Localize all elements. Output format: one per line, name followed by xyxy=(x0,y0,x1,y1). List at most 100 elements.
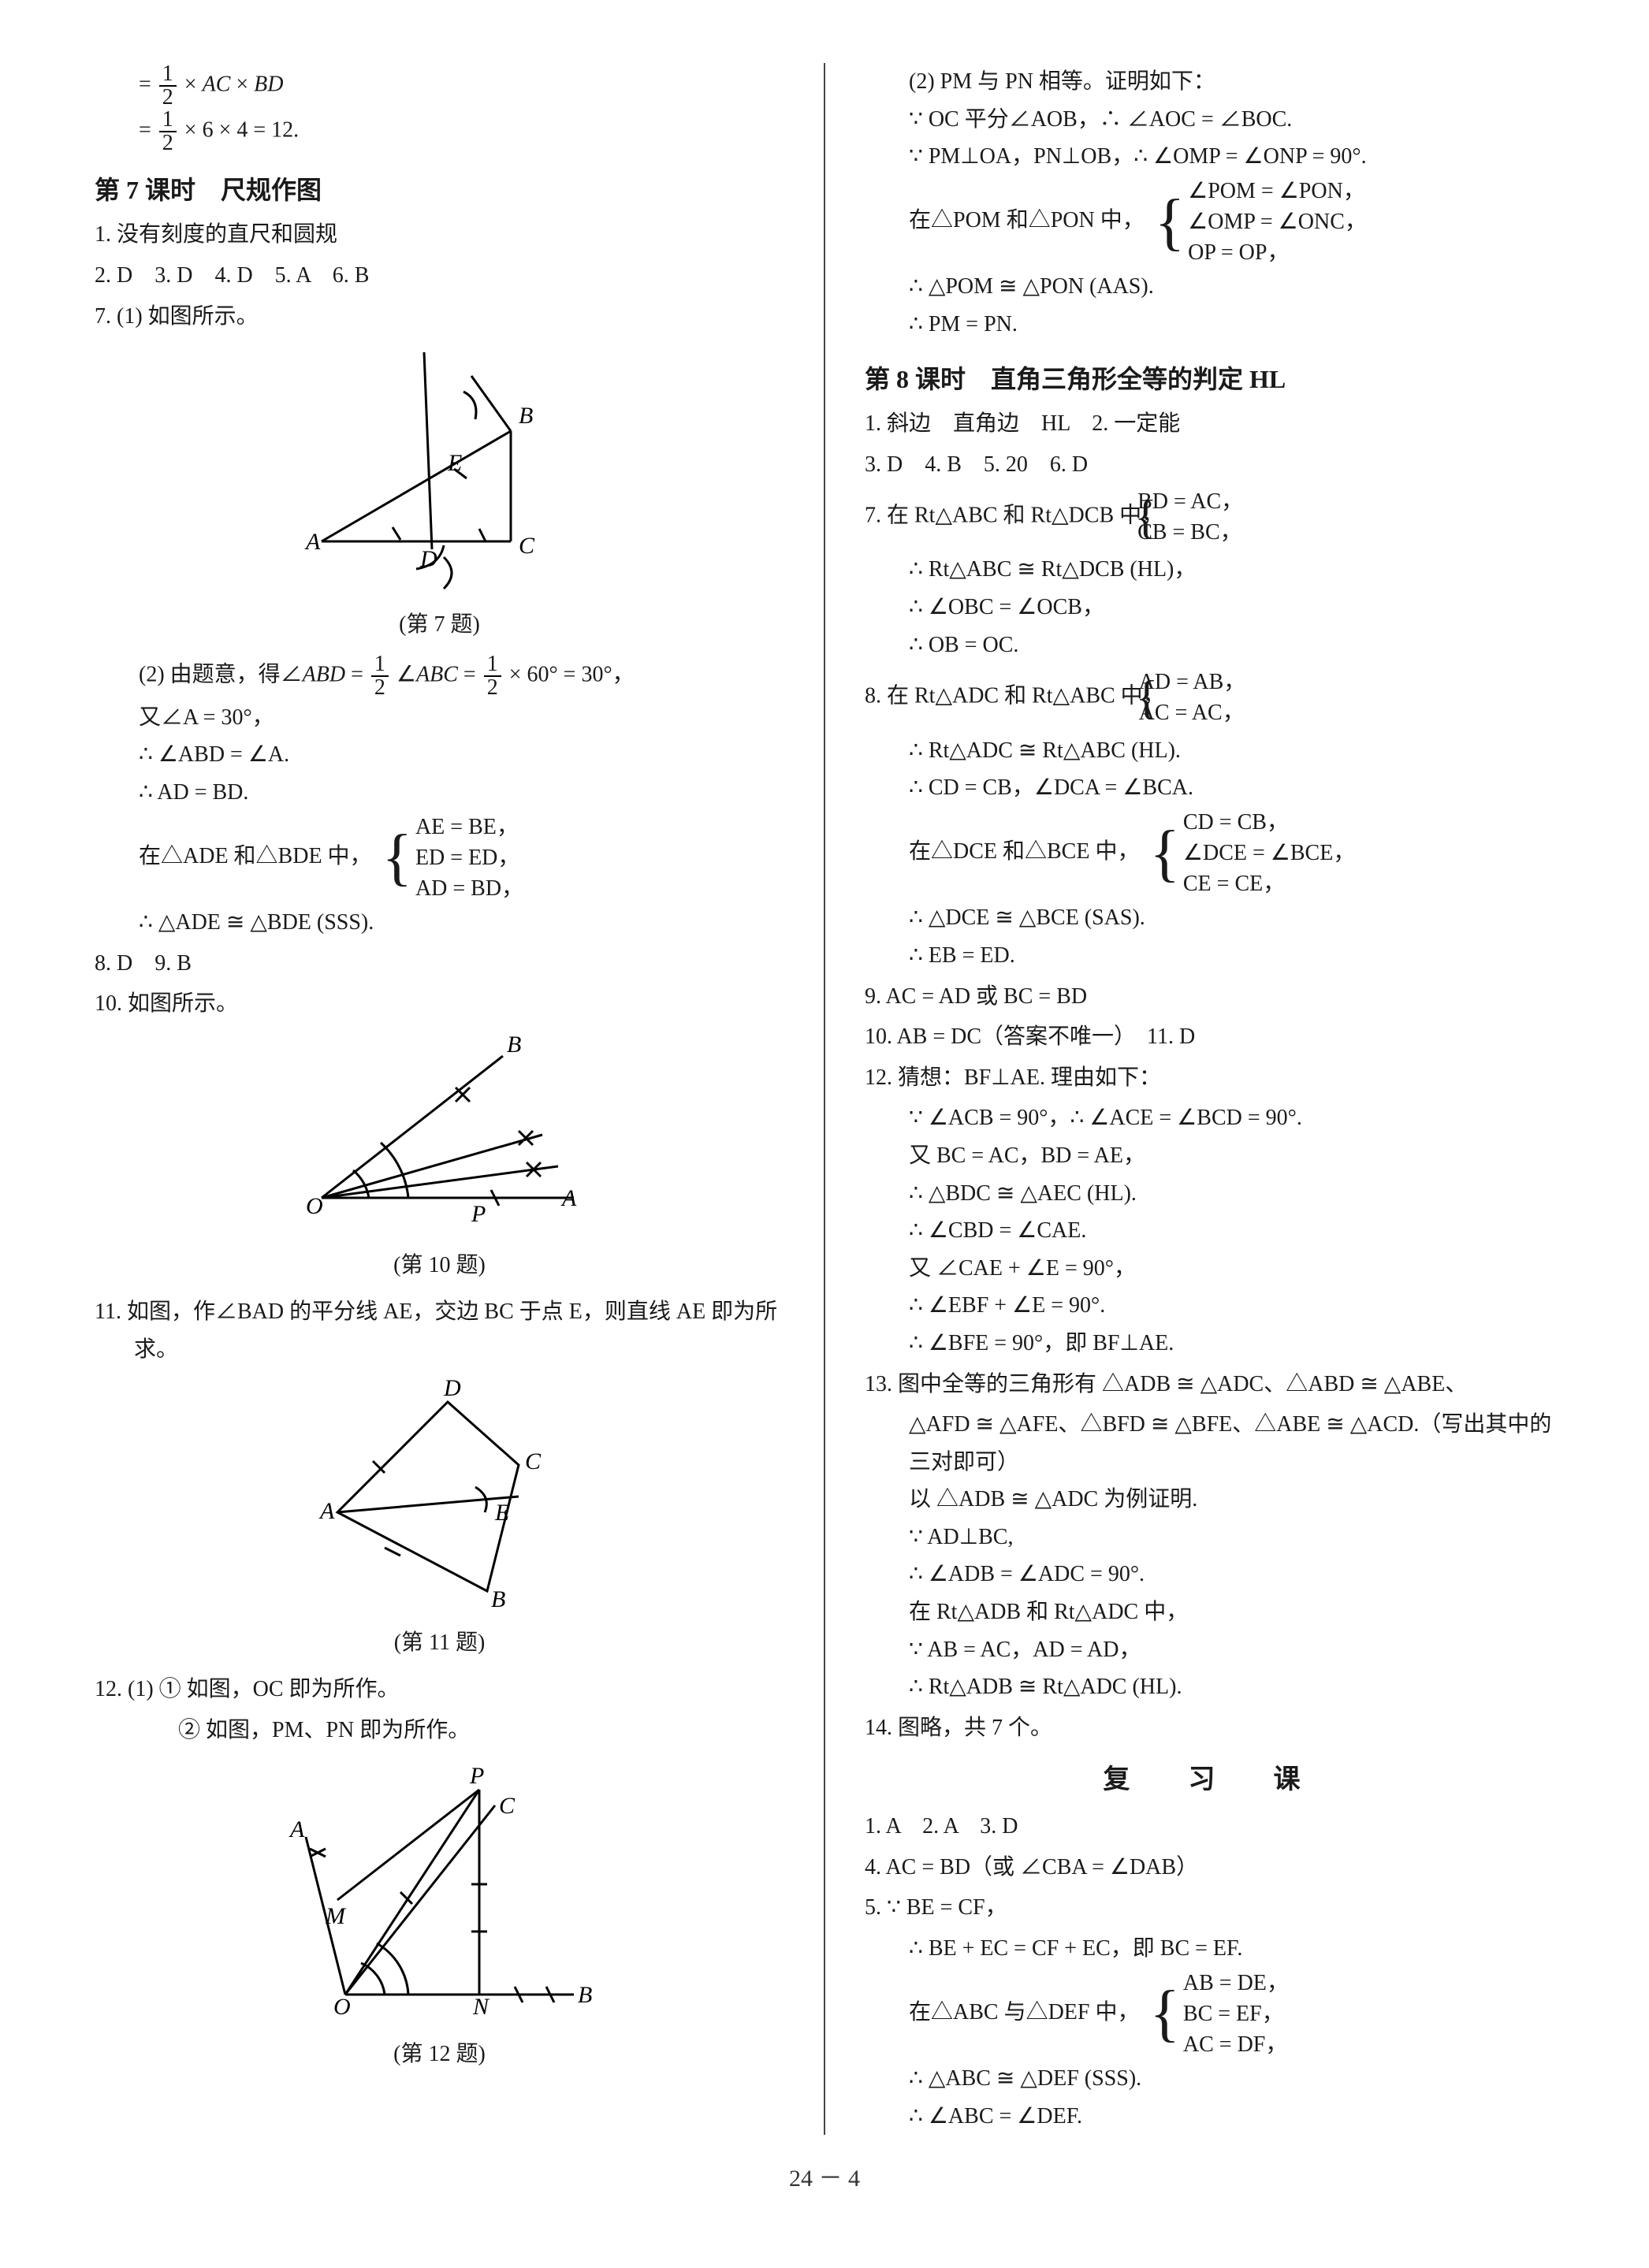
r-q12-2d-pre: 在△POM 和△PON 中， xyxy=(909,208,1145,232)
l7-q7-2e-pre: 在△ADE 和△BDE 中， xyxy=(139,844,372,868)
l8-q13-c: 以 △ADB ≅ △ADC 为例证明. xyxy=(909,1481,1554,1519)
l8-q8-e: ∴ EB = ED. xyxy=(909,937,1554,975)
l7-q11: 11. 如图，作∠BAD 的平分线 AE，交边 BC 于点 E，则直线 AE 即… xyxy=(95,1293,784,1368)
l8-q8-d: ∴ △DCE ≅ △BCE (SAS). xyxy=(909,899,1554,937)
fig7-label-d: D xyxy=(419,546,437,572)
figure-7: A B C D E xyxy=(298,344,582,597)
l8-q13-d: ∵ AD⊥BC, xyxy=(909,1519,1554,1556)
fig7-label-a: A xyxy=(304,529,321,555)
fig11-label-c: C xyxy=(525,1448,542,1474)
l7-q7-2b: 又∠A = 30°， xyxy=(139,699,784,737)
lesson8-title: 第 8 课时 直角三角形全等的判定 HL xyxy=(865,358,1554,400)
figure-10: O A B P xyxy=(290,1032,590,1237)
l7-q7-2c: ∴ ∠ABD = ∠A. xyxy=(139,736,784,774)
brace-item: BD = AC， xyxy=(1177,486,1243,517)
fig11-label-d: D xyxy=(443,1378,461,1401)
brace-item: CB = BC， xyxy=(1177,517,1243,548)
rv-q4: 4. AC = BD（或 ∠CBA = ∠DAB） xyxy=(865,1849,1554,1887)
brace-item: CE = CE， xyxy=(1183,868,1355,899)
l8-q8-pre: 8. 在 Rt△ADC 和 Rt△ABC 中， xyxy=(865,684,1165,708)
brace-item: AD = AB， xyxy=(1178,667,1246,697)
fig11-caption: (第 11 题) xyxy=(95,1624,784,1662)
fig7-caption: (第 7 题) xyxy=(95,606,784,644)
brace-item: OP = OP， xyxy=(1188,237,1367,268)
figure-11: A B C D E xyxy=(314,1378,566,1615)
rv-q5-c-pre: 在△ABC 与△DEF 中， xyxy=(909,2000,1139,2024)
brace-item: ED = ED， xyxy=(415,842,523,873)
l8-q3-6: 3. D 4. B 5. 20 6. D xyxy=(865,446,1554,484)
review-title: 复 习 课 xyxy=(865,1757,1554,1803)
column-divider xyxy=(824,63,825,2135)
page-number: 24 － 4 xyxy=(95,2158,1554,2199)
fig12-label-a: A xyxy=(288,1816,305,1842)
fig12-label-n: N xyxy=(472,1994,490,2020)
fig10-caption: (第 10 题) xyxy=(95,1247,784,1285)
brace-item: ∠POM = ∠PON， xyxy=(1188,176,1367,206)
r-q12-2a: (2) PM 与 PN 相等。证明如下： xyxy=(909,63,1554,101)
l7-q8-9: 8. D 9. B xyxy=(95,945,784,983)
l8-q10-11: 10. AB = DC（答案不唯一） 11. D xyxy=(865,1018,1554,1056)
l8-q8-c-pre: 在△DCE 和△BCE 中， xyxy=(909,839,1139,864)
figure-12: A B C O M N P xyxy=(282,1758,597,2026)
r-q12-2c: ∵ PM⊥OA，PN⊥OB，∴ ∠OMP = ∠ONP = 90°. xyxy=(909,138,1554,176)
fig12-label-c: C xyxy=(499,1793,516,1819)
fig12-caption: (第 12 题) xyxy=(95,2036,784,2073)
rv-q5-c: 在△ABC 与△DEF 中， { AB = DE， BC = EF， AC = … xyxy=(909,1968,1554,2061)
l8-q7-b: ∴ ∠OBC = ∠OCB， xyxy=(909,589,1554,626)
l8-q12-f: 又 ∠CAE + ∠E = 90°， xyxy=(909,1250,1554,1288)
rv-q5-e: ∴ ∠ABC = ∠DEF. xyxy=(909,2098,1554,2136)
brace-item: AE = BE， xyxy=(415,812,523,842)
rv-q5-b: ∴ BE + EC = CF + EC，即 BC = EF. xyxy=(909,1930,1554,1968)
l8-q13-f: 在 Rt△ADB 和 Rt△ADC 中， xyxy=(909,1593,1554,1631)
l7-q7-2d: ∴ AD = BD. xyxy=(139,774,784,812)
l8-q12-e: ∴ ∠CBD = ∠CAE. xyxy=(909,1212,1554,1250)
l8-q1-2: 1. 斜边 直角边 HL 2. 一定能 xyxy=(865,405,1554,443)
pretext-line1: = 12 × AC × BD xyxy=(139,63,784,109)
fig7-label-b: B xyxy=(519,403,533,429)
brace-item: BC = EF， xyxy=(1183,1998,1289,2029)
fig7-label-e: E xyxy=(447,450,462,476)
fig10-label-b: B xyxy=(507,1032,521,1058)
l8-q7-a: ∴ Rt△ABC ≅ Rt△DCB (HL)， xyxy=(909,551,1554,589)
l8-q12-b: ∵ ∠ACB = 90°，∴ ∠ACE = ∠BCD = 90°. xyxy=(909,1099,1554,1137)
l8-q13-h: ∴ Rt△ADB ≅ Rt△ADC (HL). xyxy=(909,1668,1554,1706)
l8-q12-h: ∴ ∠BFE = 90°，即 BF⊥AE. xyxy=(909,1325,1554,1363)
r-q12-2d: 在△POM 和△PON 中， { ∠POM = ∠PON， ∠OMP = ∠ON… xyxy=(909,176,1554,269)
brace-item: AD = BD， xyxy=(415,873,523,904)
pretext-line2: = 12 × 6 × 4 = 12. xyxy=(139,109,784,154)
r-q12-2e: ∴ △POM ≅ △PON (AAS). xyxy=(909,268,1554,306)
brace-item: ∠DCE = ∠BCE， xyxy=(1183,838,1355,868)
l8-q13-a: 13. 图中全等的三角形有 △ADB ≅ △ADC、△ABD ≅ △ABE、 xyxy=(865,1366,1554,1404)
fig12-label-o: O xyxy=(333,1994,351,2020)
rv-q1-3: 1. A 2. A 3. D xyxy=(865,1808,1554,1846)
l8-q12-g: ∴ ∠EBF + ∠E = 90°. xyxy=(909,1287,1554,1325)
l7-q12-2: ② 如图，PM、PN 即为所作。 xyxy=(95,1712,784,1749)
r-q12-2b: ∵ OC 平分∠AOB，∴ ∠AOC = ∠BOC. xyxy=(909,101,1554,139)
l8-q12-a: 12. 猜想：BF⊥AE. 理由如下： xyxy=(865,1059,1554,1097)
right-column: (2) PM 与 PN 相等。证明如下： ∵ OC 平分∠AOB，∴ ∠AOC … xyxy=(865,63,1554,2135)
brace-item: AB = DE， xyxy=(1183,1968,1289,1998)
l8-q8-b: ∴ CD = CB，∠DCA = ∠BCA. xyxy=(909,769,1554,807)
l7-q1: 1. 没有刻度的直尺和圆规 xyxy=(95,216,784,254)
rv-q5-a: 5. ∵ BE = CF， xyxy=(865,1889,1554,1927)
brace-item: ∠OMP = ∠ONC， xyxy=(1188,206,1367,237)
lesson7-title: 第 7 课时 尺规作图 xyxy=(95,169,784,211)
fig12-label-b: B xyxy=(578,1982,592,2008)
l7-q10: 10. 如图所示。 xyxy=(95,985,784,1023)
l8-q7: 7. 在 Rt△ABC 和 Rt△DCB 中， { BD = AC， CB = … xyxy=(865,486,1554,548)
fig7-label-c: C xyxy=(519,533,535,559)
rv-q5-d: ∴ △ABC ≅ △DEF (SSS). xyxy=(909,2060,1554,2098)
fig12-label-p: P xyxy=(469,1763,484,1789)
fig11-label-b: B xyxy=(491,1586,505,1612)
fig10-label-o: O xyxy=(306,1193,323,1219)
l8-q13-g: ∵ AB = AC，AD = AD， xyxy=(909,1631,1554,1669)
fig10-label-p: P xyxy=(471,1201,486,1227)
l8-q13-b: △AFD ≅ △AFE、△BFD ≅ △BFE、△ABE ≅ △ACD.（写出其… xyxy=(909,1406,1554,1481)
fig10-label-a: A xyxy=(560,1185,577,1211)
l7-q7-1: 7. (1) 如图所示。 xyxy=(95,298,784,336)
l8-q8: 8. 在 Rt△ADC 和 Rt△ABC 中， { AD = AB， AC = … xyxy=(865,667,1554,728)
l8-q8-c: 在△DCE 和△BCE 中， { CD = CB， ∠DCE = ∠BCE， C… xyxy=(909,807,1554,900)
l8-q9: 9. AC = AD 或 BC = BD xyxy=(865,978,1554,1016)
brace-item: CD = CB， xyxy=(1183,807,1355,838)
l8-q12-c: 又 BC = AC，BD = AE， xyxy=(909,1137,1554,1175)
